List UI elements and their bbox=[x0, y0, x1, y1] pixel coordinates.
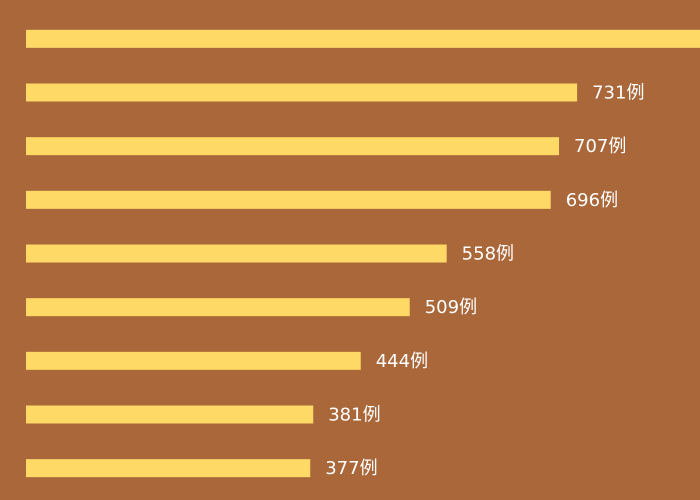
value-label: 377例 bbox=[325, 458, 377, 479]
value-label: 558例 bbox=[462, 244, 514, 265]
bar bbox=[26, 351, 361, 370]
bar bbox=[26, 244, 447, 263]
value-label: 707例 bbox=[574, 136, 626, 157]
bar bbox=[26, 29, 700, 48]
bar bbox=[26, 190, 551, 209]
value-label: 731例 bbox=[592, 83, 644, 104]
bar bbox=[26, 83, 578, 102]
value-label: 509例 bbox=[425, 297, 477, 318]
bar bbox=[26, 298, 410, 317]
bar bbox=[26, 137, 560, 156]
value-label: 381例 bbox=[328, 405, 380, 426]
value-label: 444例 bbox=[376, 351, 428, 372]
bar bbox=[26, 459, 311, 478]
bar bbox=[26, 405, 314, 424]
value-label: 696例 bbox=[566, 190, 618, 211]
